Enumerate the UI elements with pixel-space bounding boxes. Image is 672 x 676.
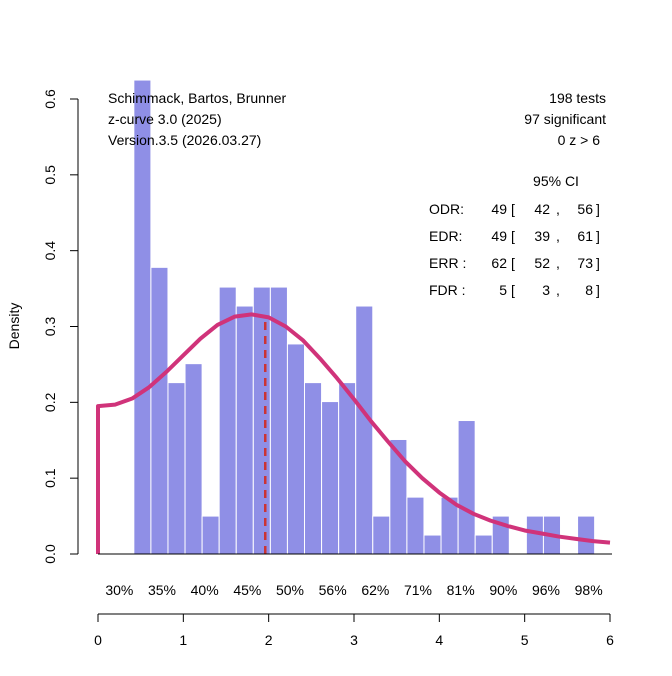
y-tick-label: 0.1	[42, 468, 58, 488]
power-label: 35%	[148, 582, 176, 598]
histogram-bar	[389, 438, 408, 555]
x-tick-label: 3	[350, 632, 358, 648]
ci-upper: 61	[577, 228, 593, 244]
power-label: 30%	[105, 582, 133, 598]
power-label: 45%	[233, 582, 261, 598]
y-tick-label: 0.3	[42, 317, 58, 337]
ci-upper: 8	[585, 282, 593, 298]
ci-bracket: [	[511, 201, 515, 217]
power-label: 56%	[319, 582, 347, 598]
x-tick-label: 0	[94, 632, 102, 648]
histogram-bar	[457, 420, 476, 555]
ci-row-label: EDR:	[429, 228, 462, 244]
histogram-bar	[184, 363, 203, 555]
power-label: 71%	[404, 582, 432, 598]
power-label: 40%	[191, 582, 219, 598]
annotation-left: Version.3.5 (2026.03.27)	[108, 132, 261, 148]
power-label: 90%	[489, 582, 517, 598]
ci-estimate: 49	[491, 201, 507, 217]
annotation-right: 0 z > 6	[558, 132, 601, 148]
annotation-left: z-curve 3.0 (2025)	[108, 111, 222, 127]
density-curve	[96, 312, 611, 554]
power-label: 81%	[447, 582, 475, 598]
ci-bracket: [	[511, 255, 515, 271]
ci-lower: 3	[542, 282, 550, 298]
annotations: Schimmack, Bartos, Brunner z-curve 3.0 (2…	[108, 90, 606, 298]
ci-bracket: ]	[596, 201, 600, 217]
x-tick-label: 4	[435, 632, 443, 648]
power-label: 50%	[276, 582, 304, 598]
histogram-bar	[304, 382, 323, 555]
histogram-bar	[423, 534, 442, 555]
power-label: 96%	[532, 582, 560, 598]
histogram-bar	[338, 382, 357, 555]
ci-row-label: ODR:	[429, 201, 464, 217]
ci-estimate: 49	[491, 228, 507, 244]
ci-bracket: [	[511, 282, 515, 298]
histogram-bar	[577, 515, 596, 555]
y-tick-label: 0.2	[42, 392, 58, 412]
y-tick-label: 0.5	[42, 165, 58, 185]
ci-estimate: 62	[491, 255, 507, 271]
histogram-bar	[474, 534, 493, 555]
ci-comma: ,	[556, 282, 560, 298]
histogram-bar	[372, 515, 391, 555]
y-axis-label: Density	[6, 303, 22, 350]
histogram-bar	[286, 343, 306, 555]
ci-row-label: ERR :	[429, 255, 466, 271]
histogram-bar	[252, 286, 271, 555]
histogram-bar	[321, 401, 340, 555]
x-tick-label: 2	[265, 632, 273, 648]
histogram-bar	[201, 515, 220, 555]
ci-row-label: FDR :	[429, 282, 466, 298]
axes: 0.00.10.20.30.40.50.60 1 2 3 4 5 630% 35% 40% 45%…	[42, 89, 614, 648]
ci-lower: 42	[534, 201, 550, 217]
ci-upper: 73	[577, 255, 593, 271]
ci-bracket: [	[511, 228, 515, 244]
ci-comma: ,	[556, 228, 560, 244]
histogram-bar	[235, 305, 254, 555]
histogram-bar	[150, 266, 169, 555]
ci-bracket: ]	[596, 228, 600, 244]
x-tick-label: 1	[179, 632, 187, 648]
ci-upper: 56	[577, 201, 593, 217]
histogram-bar	[355, 305, 374, 555]
x-tick-label: 5	[521, 632, 529, 648]
annotation-right: 198 tests	[549, 90, 606, 106]
y-tick-label: 0.4	[42, 241, 58, 261]
histogram-bar	[133, 79, 152, 555]
annotation-left: Schimmack, Bartos, Brunner	[108, 90, 287, 106]
ci-comma: ,	[556, 201, 560, 217]
power-label: 98%	[575, 582, 603, 598]
x-tick-label: 6	[606, 632, 614, 648]
ci-bracket: ]	[596, 255, 600, 271]
ci-lower: 52	[534, 255, 550, 271]
y-tick-label: 0.0	[42, 544, 58, 564]
power-label: 62%	[361, 582, 389, 598]
ci-bracket: ]	[596, 282, 600, 298]
ci-estimate: 5	[499, 282, 507, 298]
histogram-bars	[133, 79, 596, 555]
histogram-bar	[167, 382, 186, 555]
y-tick-label: 0.6	[42, 89, 58, 109]
ci-lower: 39	[534, 228, 550, 244]
ci-comma: ,	[556, 255, 560, 271]
histogram-bar	[218, 286, 237, 555]
annotation-right: 97 significant	[524, 111, 606, 127]
histogram-bar	[406, 496, 425, 555]
density-curve-group	[96, 312, 611, 554]
ci-header: 95% CI	[533, 173, 579, 189]
